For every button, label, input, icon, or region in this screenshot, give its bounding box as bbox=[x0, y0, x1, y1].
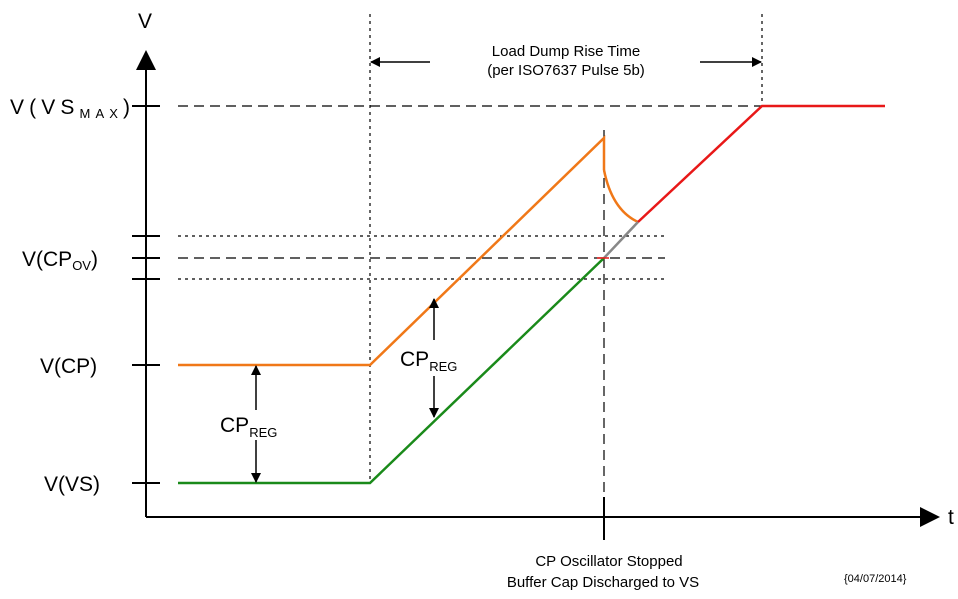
reference-lines bbox=[178, 14, 763, 517]
vs-discharged-segment bbox=[603, 221, 639, 259]
cp-reg-ramp-label: CPREG bbox=[400, 348, 457, 374]
oscillator-label-line2: Buffer Cap Discharged to VS bbox=[507, 574, 699, 591]
axes: V t bbox=[136, 10, 954, 529]
cp-reg-flat-main: CP bbox=[220, 414, 249, 437]
rise-time-label-line2: (per ISO7637 Pulse 5b) bbox=[487, 62, 645, 79]
cp-reg-ramp-main: CP bbox=[400, 348, 429, 371]
label-vs: V(VS) bbox=[44, 473, 100, 496]
cp-reg-flat-label: CPREG bbox=[220, 414, 277, 440]
label-vs-max: V(VS MAX) bbox=[10, 96, 130, 121]
level-labels: V(VS MAX) V(CPOV) V(CP) V(VS) bbox=[10, 96, 130, 496]
label-cp-ov-close: ) bbox=[91, 248, 98, 271]
label-cp: V(CP) bbox=[40, 355, 97, 378]
vs-max-segment bbox=[637, 104, 885, 223]
label-cp-ov: V(CPOV) bbox=[22, 248, 98, 273]
y-axis-label: V bbox=[138, 10, 152, 33]
x-axis-label: t bbox=[948, 506, 954, 529]
oscillator-annotation: CP Oscillator Stopped Buffer Cap Dischar… bbox=[507, 553, 907, 591]
rise-time-label-line1: Load Dump Rise Time bbox=[492, 43, 640, 60]
label-vs-max-close: ) bbox=[123, 96, 130, 119]
rise-time-annotation: Load Dump Rise Time (per ISO7637 Pulse 5… bbox=[370, 43, 762, 79]
cp-reg-flat-annotation: CPREG bbox=[220, 365, 277, 483]
label-vs-max-main: V(VS bbox=[10, 96, 74, 119]
label-vs-max-sub: MAX bbox=[79, 106, 118, 121]
oscillator-label-line1: CP Oscillator Stopped bbox=[535, 553, 682, 570]
label-cp-ov-sub: OV bbox=[72, 258, 91, 273]
vs-trace bbox=[178, 257, 605, 485]
cp-discharge-curve bbox=[602, 169, 639, 224]
cp-reg-flat-sub: REG bbox=[249, 425, 277, 440]
cp-reg-ramp-annotation: CPREG bbox=[400, 298, 457, 418]
date-stamp: {04/07/2014} bbox=[844, 573, 907, 585]
traces bbox=[178, 104, 885, 485]
cp-reg-ramp-sub: REG bbox=[429, 359, 457, 374]
y-ticks bbox=[132, 105, 160, 484]
label-cp-ov-main: V(CP bbox=[22, 248, 72, 271]
cp-trace bbox=[178, 135, 606, 367]
